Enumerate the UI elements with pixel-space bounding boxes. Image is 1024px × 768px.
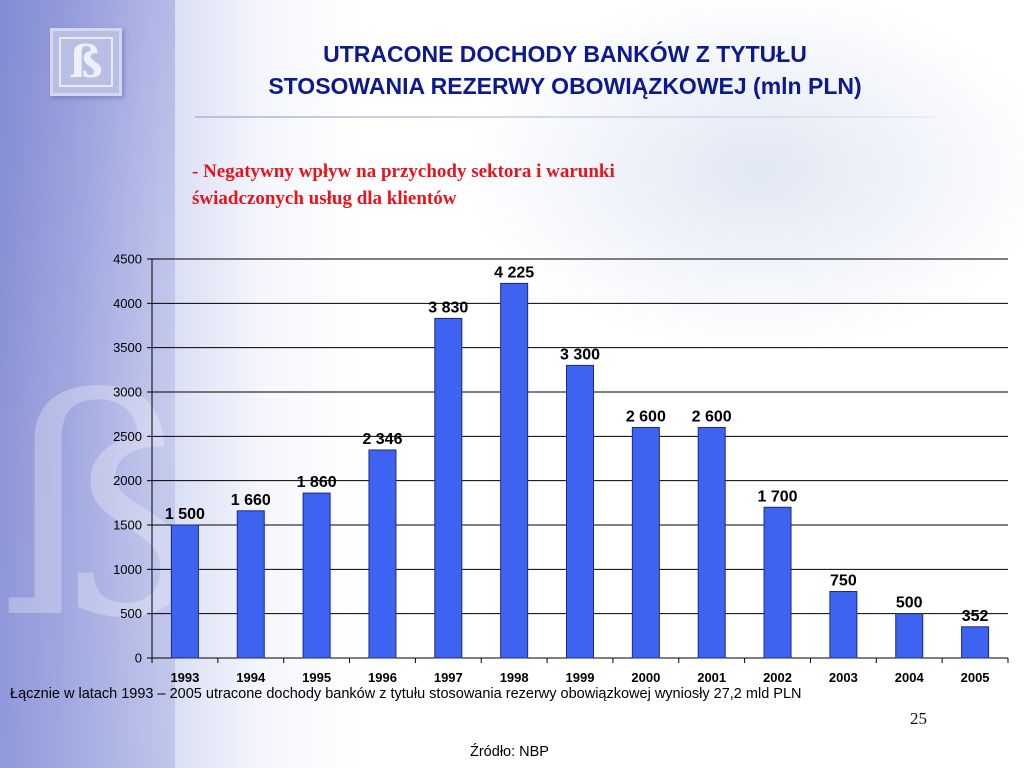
bar xyxy=(566,364,594,659)
bank-logo-glyph: ß xyxy=(59,37,113,88)
y-tick-label: 4000 xyxy=(113,296,142,311)
data-label: 4 225 xyxy=(494,264,534,281)
slide-subtitle: - Negatywny wpływ na przychody sektora i… xyxy=(192,158,752,212)
data-label: 500 xyxy=(896,595,923,612)
bar xyxy=(236,510,265,659)
chart-bars xyxy=(170,282,990,659)
x-tick-label: 2000 xyxy=(631,670,660,685)
data-label: 1 500 xyxy=(165,506,205,523)
bar xyxy=(829,591,858,659)
source-note: Źródło: NBP xyxy=(470,744,549,760)
data-label: 1 860 xyxy=(297,474,337,491)
data-label: 2 346 xyxy=(362,431,402,448)
bar xyxy=(500,282,529,659)
data-label: 1 700 xyxy=(758,488,798,505)
data-label: 750 xyxy=(830,573,857,590)
data-label: 352 xyxy=(962,608,989,625)
watermark-logo: ß xyxy=(0,360,170,660)
y-tick-label: 1000 xyxy=(113,562,142,577)
bar xyxy=(697,426,726,659)
bar xyxy=(631,426,660,659)
bar xyxy=(302,492,331,659)
bar xyxy=(895,613,924,659)
y-tick-label: 0 xyxy=(135,651,142,666)
bar xyxy=(170,524,199,659)
bank-logo: ß xyxy=(50,28,122,96)
sidebar-decoration xyxy=(0,0,175,768)
x-tick-label: 1995 xyxy=(302,670,331,685)
y-tick-label: 2500 xyxy=(113,429,142,444)
slide-subtitle-line2: świadczonych usług dla klientów xyxy=(192,188,457,209)
slide-title: UTRACONE DOCHODY BANKÓW Z TYTUŁU STOSOWA… xyxy=(175,38,955,102)
bar xyxy=(961,626,990,659)
data-label: 1 660 xyxy=(231,492,271,509)
x-tick-label: 1996 xyxy=(368,670,397,685)
bar xyxy=(763,506,792,659)
y-tick-label: 3000 xyxy=(113,385,142,400)
data-label: 2 600 xyxy=(626,408,666,425)
data-label: 2 600 xyxy=(692,408,732,425)
title-divider xyxy=(195,116,935,118)
x-tick-label: 1997 xyxy=(434,670,463,685)
y-tick-label: 3500 xyxy=(113,340,142,355)
x-tick-label: 1994 xyxy=(236,670,266,685)
page-number: 25 xyxy=(910,709,927,728)
x-tick-label: 2002 xyxy=(763,670,792,685)
footnote: Łącznie w latach 1993 – 2005 utracone do… xyxy=(10,686,802,702)
bar xyxy=(368,449,397,659)
x-tick-label: 1999 xyxy=(566,670,595,685)
x-tick-label: 2003 xyxy=(829,670,858,685)
x-tick-label: 1993 xyxy=(170,670,199,685)
x-tick-label: 2005 xyxy=(961,670,990,685)
y-tick-label: 4500 xyxy=(113,252,142,267)
chart-labels: 1 500 1993 1 660 1994 1 860 1995 2 346 1996 3 83… xyxy=(165,264,990,685)
x-tick-label: 2001 xyxy=(697,670,726,685)
bar xyxy=(434,317,463,659)
x-tick-label: 1998 xyxy=(500,670,529,685)
slide-title-line1: UTRACONE DOCHODY BANKÓW Z TYTUŁU xyxy=(323,41,807,67)
slide-title-line2: STOSOWANIA REZERWY OBOWIĄZKOWEJ (mln PLN… xyxy=(268,73,862,99)
data-label: 3 300 xyxy=(560,346,600,363)
y-tick-label: 2000 xyxy=(113,473,142,488)
x-tick-label: 2004 xyxy=(895,670,925,685)
slide-subtitle-line1: - Negatywny wpływ na przychody sektora i… xyxy=(192,161,615,182)
y-tick-label: 1500 xyxy=(113,518,142,533)
data-label: 3 830 xyxy=(428,299,468,316)
y-tick-label: 500 xyxy=(120,606,142,621)
